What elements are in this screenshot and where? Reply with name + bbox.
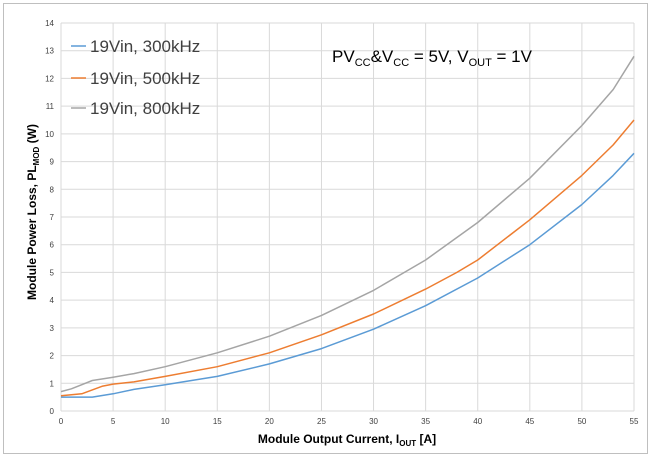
x-tick-label: 25 xyxy=(317,417,326,426)
y-tick-label: 1 xyxy=(50,379,55,388)
x-tick-label: 10 xyxy=(161,417,170,426)
y-tick-label: 4 xyxy=(50,296,55,305)
x-tick-label: 40 xyxy=(473,417,482,426)
legend: 19Vin, 300kHz 19Vin, 500kHz 19Vin, 800kH… xyxy=(71,37,200,118)
y-tick-label: 13 xyxy=(45,47,54,56)
series-line-0 xyxy=(61,152,635,398)
x-tick-label: 55 xyxy=(630,417,639,426)
x-tick-label: 50 xyxy=(577,417,586,426)
legend-label-800khz: 19Vin, 800kHz xyxy=(90,99,200,118)
legend-label-300khz: 19Vin, 300kHz xyxy=(90,37,200,56)
x-tick-label: 45 xyxy=(525,417,534,426)
x-tick-label: 20 xyxy=(265,417,274,426)
grid-lines xyxy=(60,22,635,412)
series-line-2 xyxy=(60,55,635,393)
y-tick-label: 9 xyxy=(50,158,55,167)
y-tick-label: 7 xyxy=(50,213,55,222)
x-tick-label: 15 xyxy=(213,417,222,426)
y-tick-label: 10 xyxy=(45,130,54,139)
series-line-1 xyxy=(60,119,635,397)
y-axis-title: Module Power Loss, PLMOD (W) xyxy=(25,124,41,300)
x-axis-title: Module Output Current, IOUT [A] xyxy=(258,432,436,448)
y-tick-label: 8 xyxy=(50,185,55,194)
y-tick-label: 5 xyxy=(50,268,55,277)
y-tick-label: 6 xyxy=(50,241,55,250)
series-lines xyxy=(60,55,635,398)
x-tick-label: 30 xyxy=(369,417,378,426)
tick-labels: 0 5 10 15 20 25 30 35 40 45 50 55012345678910111213… xyxy=(45,19,639,426)
y-tick-label: 0 xyxy=(50,407,55,416)
y-tick-label: 11 xyxy=(46,102,55,111)
operating-condition-annotation: PVCC&VCC = 5V, VOUT = 1V xyxy=(332,47,533,69)
x-tick-label: 35 xyxy=(421,417,430,426)
y-tick-label: 14 xyxy=(45,19,54,28)
x-tick-label: 0 xyxy=(59,417,64,426)
y-tick-label: 3 xyxy=(50,324,55,333)
y-tick-label: 12 xyxy=(45,74,54,83)
y-tick-label: 2 xyxy=(50,352,55,361)
x-tick-label: 5 xyxy=(111,417,116,426)
legend-label-500khz: 19Vin, 500kHz xyxy=(90,69,200,88)
